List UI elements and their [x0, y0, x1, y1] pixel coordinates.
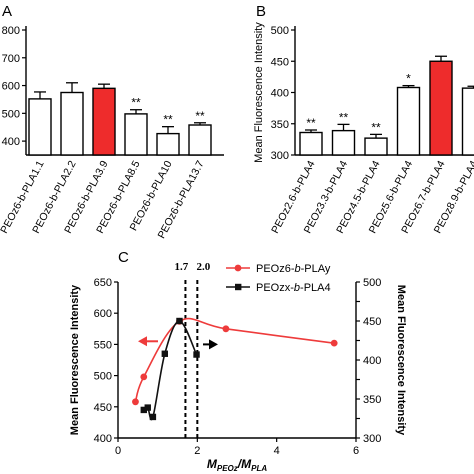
left-y-tick-label: 650 [94, 277, 112, 289]
panel-label-c: C [118, 249, 129, 266]
y-tick-label: 700 [2, 53, 20, 65]
y-tick-label: 500 [2, 108, 20, 120]
right-y-tick-label: 400 [363, 355, 381, 367]
chart-c: 650 600 550 500 450 400 500 450 400 350 300 0 2 4 6 Mea… [69, 261, 407, 473]
x-tick-label: 0 [115, 445, 121, 457]
y-tick-label: 600 [2, 81, 20, 93]
bar [299, 131, 323, 156]
y-tick-label: 350 [271, 119, 289, 131]
legend-label-part: -PLA4 [300, 282, 331, 294]
x-axis-title-part: /M [237, 457, 252, 471]
panel-label-a: A [2, 3, 12, 20]
bar [156, 132, 180, 156]
significance-label: ** [195, 109, 205, 123]
chart-a: 800700600500400PEOz6-b-PLA1.1PEOz6-b-PLA… [0, 25, 224, 241]
data-point [193, 351, 200, 358]
data-point [132, 398, 139, 406]
legend-marker [235, 283, 242, 291]
x-axis-title-part: PEOz [217, 464, 238, 473]
bar [92, 87, 116, 156]
legend-label: PEOz6-b-PLAy [256, 263, 331, 275]
significance-label: ** [306, 116, 316, 130]
data-point [149, 413, 157, 421]
arrow-left-head [138, 336, 147, 347]
y-tick-label: 300 [271, 150, 289, 162]
x-tick-label: 6 [353, 445, 359, 457]
data-point [222, 325, 230, 333]
data-point [140, 373, 148, 381]
x-axis-title: MPEOz/MPLA [207, 457, 267, 473]
legend-label-part: PEOz6- [256, 263, 295, 275]
x-axis-title-part: PLA [251, 464, 267, 473]
significance-label: ** [339, 110, 349, 124]
left-y-tick-label: 600 [94, 308, 112, 320]
bar [429, 60, 453, 156]
y-tick-label: 500 [271, 25, 289, 37]
panel-label-b: B [256, 3, 266, 20]
left-y-axis-title: Mean Fluorescence Intensity [69, 284, 81, 435]
legend-label-part: PEOzx- [256, 282, 294, 294]
data-point [176, 317, 183, 325]
bar [396, 86, 421, 156]
right-y-tick-label: 350 [363, 394, 381, 406]
bar [364, 137, 388, 156]
right-y-tick-label: 300 [363, 433, 381, 445]
y-tick-label: 400 [2, 136, 20, 148]
data-point [140, 406, 147, 414]
left-y-tick-label: 550 [94, 339, 112, 351]
legend-marker [234, 264, 242, 272]
bar [60, 91, 84, 156]
right-y-tick-label: 500 [363, 277, 381, 289]
legend-label-part: -PLAy [301, 263, 331, 275]
x-axis-title-part: M [207, 457, 218, 471]
reference-line-label: 2.0 [196, 261, 210, 273]
legend-label-part: b [294, 282, 300, 294]
bar [461, 87, 474, 156]
bar [331, 129, 356, 156]
series-line [134, 317, 335, 403]
data-point [330, 339, 338, 347]
chart-b: 500 450 400 350 300 Mean Fluorescence Intensi… [253, 22, 474, 236]
left-y-tick-label: 500 [94, 371, 112, 383]
y-tick-label: 400 [271, 88, 289, 100]
right-y-axis-title: Mean Fluorescence Intensity [395, 285, 407, 436]
bar [28, 98, 52, 156]
bar [188, 124, 212, 156]
data-point [161, 350, 169, 357]
legend-label-part: b [295, 263, 301, 275]
significance-label: * [406, 72, 411, 86]
arrow-right-head [209, 339, 218, 350]
reference-line-label: 1.7 [175, 261, 189, 273]
significance-label: ** [163, 113, 173, 127]
y-tick-label: 450 [271, 56, 289, 68]
significance-label: ** [131, 96, 141, 110]
y-axis-title: Mean Fluorescence Intensity [253, 22, 265, 163]
left-y-tick-label: 400 [94, 433, 112, 445]
legend-label: PEOzx-b-PLA4 [256, 282, 331, 294]
y-tick-label: 800 [2, 25, 20, 37]
data-point [144, 404, 151, 411]
bar [124, 113, 148, 156]
significance-label: ** [371, 120, 381, 134]
left-y-tick-label: 450 [94, 402, 112, 414]
x-tick-label: 2 [194, 445, 200, 457]
right-y-tick-label: 450 [363, 316, 381, 328]
x-tick-label: 4 [274, 445, 280, 457]
series-line [143, 320, 198, 421]
